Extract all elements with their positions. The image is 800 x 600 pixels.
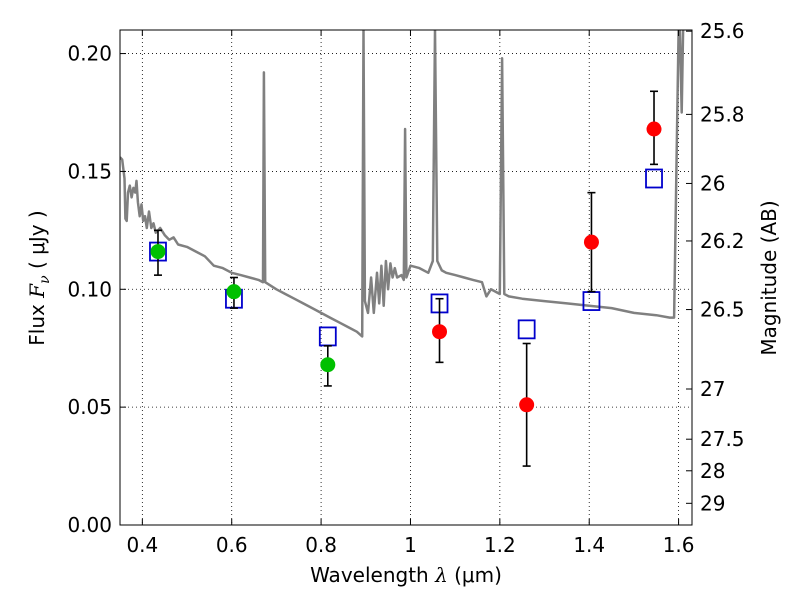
y2-tick-label: 26.2 [700, 229, 745, 253]
y2-tick-label: 25.8 [700, 102, 745, 126]
observed-flux-point [583, 234, 599, 250]
y2-tick-label: 26 [700, 171, 725, 195]
y2-tick-label: 27.5 [700, 427, 745, 451]
observed-flux-point [432, 324, 448, 340]
y-tick-label: 0.05 [67, 395, 112, 419]
x-tick-label: 0.8 [305, 533, 337, 557]
y-tick-label: 0.00 [67, 513, 112, 537]
x-tick-label: 1.2 [484, 533, 516, 557]
x-tick-label: 0.6 [216, 533, 248, 557]
observed-flux-point [646, 121, 662, 137]
axis-ticks: 0.4 0.6 0.8 1 1.2 1.4 1.6 0.00 0.05 0.10 0.15 0.20 2… [67, 19, 744, 557]
y-tick-label: 0.15 [67, 159, 112, 183]
model-spectrum-line [120, 30, 685, 338]
observed-flux-point [519, 397, 535, 413]
x-tick-label: 1.4 [573, 533, 605, 557]
observed-flux-point [226, 284, 242, 300]
observed-flux-point [320, 357, 336, 373]
series-layer [120, 30, 685, 467]
y2-tick-label: 26.5 [700, 298, 745, 322]
x-tick-label: 0.4 [126, 533, 158, 557]
observed-flux-point [150, 244, 166, 260]
model-photometry-square [517, 319, 536, 340]
y-axis-label: Flux Fν ( μJy ) [25, 210, 53, 345]
y2-tick-label: 28 [700, 459, 725, 483]
y2-tick-label: 27 [700, 377, 725, 401]
y-tick-label: 0.20 [67, 42, 112, 66]
y2-tick-label: 25.6 [700, 19, 745, 43]
y2-tick-label: 29 [700, 491, 725, 515]
model-photometry-square [645, 168, 663, 189]
x-axis-label: Wavelength λ (μm) [310, 563, 502, 587]
x-tick-label: 1.6 [663, 533, 695, 557]
y-tick-label: 0.10 [67, 277, 112, 301]
x-tick-label: 1 [404, 533, 417, 557]
plot-frame [119, 29, 693, 526]
y2-axis-label: Magnitude (AB) [757, 200, 781, 355]
